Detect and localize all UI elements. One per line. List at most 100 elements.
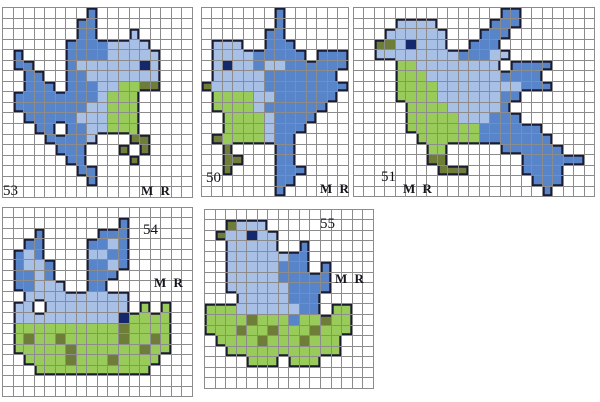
stitch-cell (247, 220, 258, 231)
empty-cell (182, 312, 193, 324)
empty-cell (150, 218, 162, 229)
empty-cell (55, 39, 67, 51)
empty-cell (574, 92, 585, 103)
stitch-cell (321, 336, 332, 347)
empty-cell (364, 165, 375, 176)
empty-cell (129, 207, 141, 219)
empty-cell (3, 355, 14, 366)
empty-cell (363, 241, 374, 252)
empty-cell (327, 144, 338, 155)
stitch-cell (406, 29, 417, 40)
stitch-cell (87, 113, 98, 125)
stitch-cell (87, 102, 98, 114)
empty-cell (3, 124, 14, 135)
stitch-cell (469, 134, 480, 145)
empty-cell (161, 81, 172, 93)
empty-cell (574, 186, 585, 197)
stitch-cell (437, 39, 448, 50)
stitch-cell (222, 134, 233, 145)
stitch-cell (119, 312, 130, 324)
stitch-cell (306, 102, 317, 113)
stitch-cell (427, 39, 438, 50)
empty-cell (374, 186, 385, 197)
empty-cell (182, 29, 193, 40)
stitch-cell (437, 165, 448, 176)
empty-cell (584, 144, 595, 155)
empty-cell (171, 8, 183, 19)
empty-cell (306, 144, 317, 155)
empty-cell (119, 8, 130, 19)
empty-cell (55, 228, 67, 240)
stitch-cell (129, 155, 141, 167)
stitch-cell (268, 314, 279, 326)
empty-cell (171, 249, 183, 261)
stitch-cell (108, 260, 120, 271)
stitch-cell (416, 102, 427, 113)
stitch-cell (427, 155, 438, 166)
stitch-cell (45, 102, 56, 114)
stitch-cell (247, 346, 258, 358)
empty-cell (310, 230, 322, 242)
empty-cell (278, 209, 290, 221)
empty-cell (55, 50, 67, 61)
empty-cell (182, 260, 193, 271)
empty-cell (222, 176, 233, 187)
stitch-cell (511, 71, 522, 82)
stitch-cell (34, 113, 46, 125)
empty-cell (161, 355, 172, 366)
empty-cell (296, 39, 307, 50)
stitch-cell (268, 357, 279, 368)
empty-cell (342, 367, 353, 379)
empty-cell (363, 209, 374, 221)
empty-cell (479, 176, 490, 187)
empty-cell (140, 281, 151, 292)
empty-cell (150, 270, 162, 282)
empty-cell (385, 113, 396, 124)
maker-initials-54: M R (154, 275, 184, 290)
stitch-cell (24, 249, 35, 261)
empty-cell (395, 123, 406, 134)
empty-cell (353, 165, 364, 176)
stitch-cell (24, 260, 35, 271)
stitch-cell (97, 60, 109, 72)
stitch-cell (395, 29, 406, 40)
empty-cell (34, 50, 46, 61)
empty-cell (458, 8, 469, 19)
stitch-cell (331, 336, 343, 347)
empty-cell (254, 144, 265, 155)
stitch-cell (97, 334, 109, 345)
stitch-cell (45, 334, 56, 345)
stitch-cell (236, 336, 248, 347)
stitch-cell (458, 71, 469, 82)
empty-cell (542, 50, 553, 61)
stitch-cell (511, 134, 522, 145)
empty-cell (247, 378, 258, 389)
empty-cell (254, 39, 265, 50)
empty-cell (108, 281, 120, 292)
empty-cell (76, 239, 88, 250)
stitch-cell (521, 165, 532, 176)
empty-cell (182, 134, 193, 146)
empty-cell (342, 336, 353, 347)
stitch-cell (236, 304, 248, 315)
empty-cell (338, 176, 349, 187)
stitch-cell (236, 220, 248, 231)
stitch-cell (299, 272, 311, 284)
empty-cell (374, 81, 385, 92)
stitch-cell (532, 123, 543, 134)
empty-cell (45, 8, 56, 19)
empty-cell (3, 29, 14, 40)
empty-cell (563, 134, 574, 145)
stitch-cell (34, 323, 46, 335)
stitch-cell (66, 71, 77, 82)
stitch-cell (108, 39, 120, 51)
empty-cell (338, 29, 349, 40)
empty-cell (352, 220, 364, 231)
empty-cell (353, 155, 364, 166)
empty-cell (338, 71, 349, 82)
empty-cell (161, 145, 172, 156)
stitch-cell (76, 29, 88, 40)
stitch-cell (226, 251, 237, 263)
empty-cell (3, 102, 14, 114)
empty-cell (34, 39, 46, 51)
